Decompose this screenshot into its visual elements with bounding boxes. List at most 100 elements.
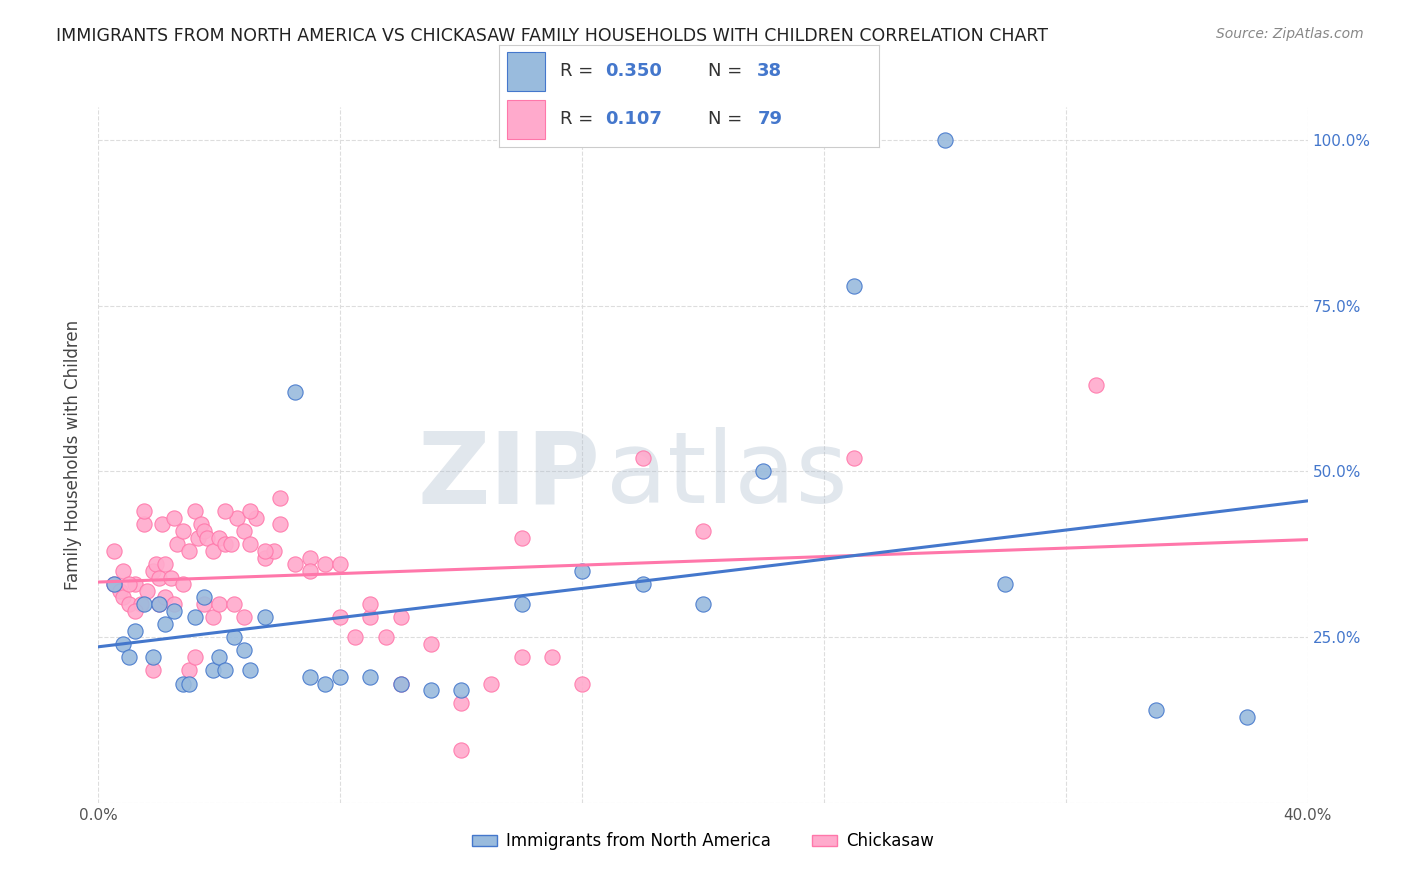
Point bbox=[239, 537, 262, 551]
Point bbox=[344, 630, 367, 644]
Point bbox=[239, 504, 262, 518]
Point bbox=[481, 676, 503, 690]
Point bbox=[389, 676, 412, 690]
Point bbox=[148, 570, 170, 584]
Point bbox=[1144, 703, 1167, 717]
Point bbox=[692, 597, 714, 611]
Point bbox=[163, 597, 186, 611]
Point bbox=[284, 558, 307, 572]
Point bbox=[118, 577, 141, 591]
Point bbox=[111, 591, 134, 605]
Point bbox=[450, 743, 472, 757]
Point bbox=[187, 531, 209, 545]
Text: N =: N = bbox=[709, 111, 748, 128]
Point bbox=[179, 676, 201, 690]
Point bbox=[108, 583, 131, 598]
Text: ZIP: ZIP bbox=[418, 427, 600, 524]
Point bbox=[150, 517, 173, 532]
Point bbox=[232, 524, 254, 538]
Point bbox=[389, 676, 412, 690]
Point bbox=[450, 683, 472, 698]
Point bbox=[142, 663, 165, 677]
Text: IMMIGRANTS FROM NORTH AMERICA VS CHICKASAW FAMILY HOUSEHOLDS WITH CHILDREN CORRE: IMMIGRANTS FROM NORTH AMERICA VS CHICKAS… bbox=[56, 27, 1049, 45]
Point bbox=[208, 650, 231, 665]
Point bbox=[631, 577, 654, 591]
Point bbox=[193, 591, 215, 605]
Point bbox=[190, 517, 212, 532]
Point bbox=[193, 597, 215, 611]
Y-axis label: Family Households with Children: Family Households with Children bbox=[65, 320, 83, 590]
Point bbox=[153, 616, 176, 631]
Point bbox=[269, 491, 291, 505]
Point bbox=[184, 650, 207, 665]
Point bbox=[172, 577, 194, 591]
Point bbox=[124, 624, 146, 638]
Text: 79: 79 bbox=[758, 111, 782, 128]
FancyBboxPatch shape bbox=[506, 100, 544, 139]
Point bbox=[510, 650, 533, 665]
Point bbox=[118, 597, 141, 611]
Point bbox=[269, 517, 291, 532]
FancyBboxPatch shape bbox=[506, 52, 544, 91]
Point bbox=[208, 597, 231, 611]
Point bbox=[540, 650, 562, 665]
Point bbox=[163, 604, 186, 618]
Point bbox=[374, 630, 396, 644]
Point bbox=[193, 524, 215, 538]
Point bbox=[184, 610, 207, 624]
Point bbox=[314, 676, 336, 690]
Point bbox=[214, 504, 236, 518]
Point bbox=[299, 550, 322, 565]
Point bbox=[202, 663, 225, 677]
Point bbox=[224, 597, 246, 611]
Point bbox=[172, 676, 194, 690]
Point bbox=[111, 637, 134, 651]
Point bbox=[299, 564, 322, 578]
Point bbox=[208, 531, 231, 545]
Legend: Immigrants from North America, Chickasaw: Immigrants from North America, Chickasaw bbox=[465, 826, 941, 857]
Text: R =: R = bbox=[560, 111, 599, 128]
Point bbox=[118, 650, 141, 665]
Point bbox=[166, 537, 188, 551]
Point bbox=[571, 564, 593, 578]
Point bbox=[299, 670, 322, 684]
Point bbox=[284, 384, 307, 399]
Point bbox=[510, 597, 533, 611]
Point bbox=[132, 504, 155, 518]
Point bbox=[360, 610, 382, 624]
Point bbox=[142, 650, 165, 665]
Point bbox=[510, 531, 533, 545]
Point bbox=[994, 577, 1017, 591]
Point bbox=[934, 133, 956, 147]
Text: N =: N = bbox=[709, 62, 748, 80]
Point bbox=[329, 670, 352, 684]
Point bbox=[253, 610, 276, 624]
Point bbox=[179, 544, 201, 558]
Point bbox=[214, 663, 236, 677]
Point bbox=[163, 511, 186, 525]
Point bbox=[142, 564, 165, 578]
Point bbox=[1236, 709, 1258, 723]
Point bbox=[103, 577, 125, 591]
Point bbox=[389, 610, 412, 624]
Point bbox=[232, 610, 254, 624]
Point bbox=[420, 683, 443, 698]
Point bbox=[631, 451, 654, 466]
Point bbox=[329, 610, 352, 624]
Text: 38: 38 bbox=[758, 62, 782, 80]
Point bbox=[253, 550, 276, 565]
Point bbox=[124, 604, 146, 618]
Point bbox=[420, 637, 443, 651]
Point bbox=[221, 537, 243, 551]
Text: Source: ZipAtlas.com: Source: ZipAtlas.com bbox=[1216, 27, 1364, 41]
Point bbox=[232, 643, 254, 657]
Point bbox=[132, 597, 155, 611]
Point bbox=[148, 597, 170, 611]
Point bbox=[148, 597, 170, 611]
Point bbox=[132, 517, 155, 532]
Point bbox=[135, 583, 157, 598]
Point bbox=[129, 597, 152, 611]
Point bbox=[752, 465, 775, 479]
Point bbox=[160, 570, 183, 584]
Point bbox=[202, 544, 225, 558]
